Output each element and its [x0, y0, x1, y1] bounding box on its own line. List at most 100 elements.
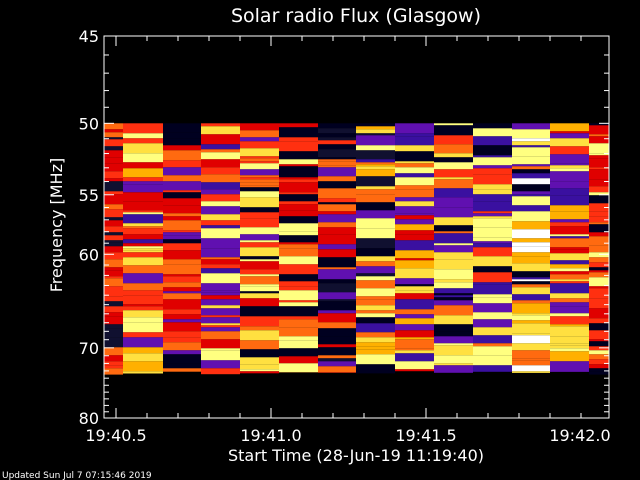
spectrogram-cell [512, 303, 550, 314]
spectrogram-cell [163, 314, 201, 320]
spectrogram-cell [163, 368, 201, 372]
y-axis: 45 50 55 60 70 80 [79, 27, 609, 428]
spectrogram-cell [550, 316, 589, 325]
spectrogram-cell [240, 148, 279, 157]
spectrogram-cell [434, 279, 473, 283]
spectrogram-cell [279, 141, 318, 152]
x-axis-label: Start Time (28-Jun-19 11:19:40) [228, 446, 484, 465]
spectrogram-cell [123, 143, 163, 154]
spectrogram-cell [279, 182, 318, 193]
spectrogram-cell [201, 228, 240, 239]
spectrogram-cell [163, 160, 201, 168]
spectrogram-cell [123, 337, 163, 348]
spectrogram-cell [512, 313, 550, 316]
spectrogram-cell [512, 333, 550, 336]
spectrogram-cell [318, 347, 356, 356]
spectrogram-cell [201, 360, 240, 369]
spectrogram-cell [356, 194, 395, 203]
spectrogram-cell [589, 158, 609, 168]
spectrogram-cell [104, 347, 123, 356]
spectrogram-cell [589, 155, 609, 159]
spectrogram-cell [395, 136, 434, 146]
spectrogram-cell [589, 308, 609, 319]
spectrogram-cell [550, 281, 589, 284]
spectrogram-cell [240, 197, 279, 208]
spectrogram-cell [589, 262, 609, 268]
spectrogram-cell [163, 331, 201, 338]
spectrogram-cell [473, 174, 512, 185]
spectrogram-cell [473, 312, 512, 320]
spectrogram-cell [279, 210, 318, 217]
spectrogram-cell [512, 129, 550, 139]
spectrogram-cell [163, 291, 201, 294]
spectrogram-cell [318, 244, 356, 250]
spectrogram-cell [104, 355, 123, 362]
spectrogram-cell [201, 206, 240, 215]
spectrogram-cell [589, 257, 609, 263]
spectrogram-cell [356, 129, 395, 134]
spectrogram-cell [318, 313, 356, 323]
spectrogram-cell [512, 252, 550, 257]
spectrogram-cell [395, 123, 434, 134]
spectrogram-cell [356, 346, 395, 350]
spectrogram-cell [589, 216, 609, 223]
spectrogram-cell [240, 207, 279, 213]
spectrogram-cell [201, 295, 240, 300]
spectrogram-cell [104, 123, 123, 130]
spectrogram-cell [395, 268, 434, 279]
spectrogram-cell [550, 238, 589, 248]
spectrogram-cell [201, 323, 240, 326]
spectrogram-cell [318, 269, 356, 280]
spectrogram-cell [356, 126, 395, 130]
spectrogram-cell [240, 259, 279, 262]
spectrogram-cell [512, 211, 550, 222]
spectrogram-cell [318, 279, 356, 284]
spectrogram-cell [318, 123, 356, 129]
spectrogram-cell [279, 137, 318, 142]
spectrogram-cell [589, 270, 609, 273]
spectrogram-cell [279, 201, 318, 205]
spectrogram-cell [201, 149, 240, 153]
spectrogram-cell [589, 318, 609, 324]
spectrogram-cell [104, 361, 123, 366]
spectrogram-cell [356, 202, 395, 211]
spectrogram-cell [356, 186, 395, 190]
spectrogram-cell [473, 123, 512, 129]
spectrogram-cell [318, 257, 356, 268]
spectrogram-cell [104, 132, 123, 138]
spectrogram-cell [395, 173, 434, 178]
spectrogram-cell [473, 346, 512, 356]
spectrogram-cell [589, 339, 609, 342]
spectrogram-cell [240, 330, 279, 341]
spectrogram-cell [356, 248, 395, 257]
spectrogram-cell [163, 145, 201, 151]
spectrogram-cell [395, 167, 434, 174]
spectrogram-cell [279, 290, 318, 301]
spectrogram-cell [201, 264, 240, 269]
spectrogram-cell [589, 359, 609, 365]
spectrogram-cell [123, 228, 163, 235]
spectrogram-cell [201, 194, 240, 202]
spectrogram-cell [589, 211, 609, 217]
spectrogram-cell [123, 192, 163, 202]
spectrogram-cell [589, 371, 609, 375]
spectrogram-cell [279, 127, 318, 138]
spectrogram-cell [279, 192, 318, 195]
spectrogram-cell [279, 277, 318, 282]
spectrogram-cell [123, 347, 163, 354]
spectrogram-cell [434, 293, 473, 296]
spectrogram-cell [279, 286, 318, 291]
spectrogram-cell [550, 236, 589, 239]
spectrogram-cell [201, 144, 240, 150]
spectrogram-cell [201, 305, 240, 309]
spectrogram-cell [318, 355, 356, 359]
spectrogram-cell [163, 235, 201, 240]
spectrogram-cell [123, 214, 163, 224]
spectrogram-cell [550, 293, 589, 299]
spectrogram-cell [163, 354, 201, 364]
spectrogram-cell [434, 336, 473, 344]
spectrogram-cell [104, 324, 123, 329]
spectrogram-cell [104, 163, 123, 172]
spectrogram-cell [201, 182, 240, 190]
spectrogram-cell [279, 319, 318, 328]
